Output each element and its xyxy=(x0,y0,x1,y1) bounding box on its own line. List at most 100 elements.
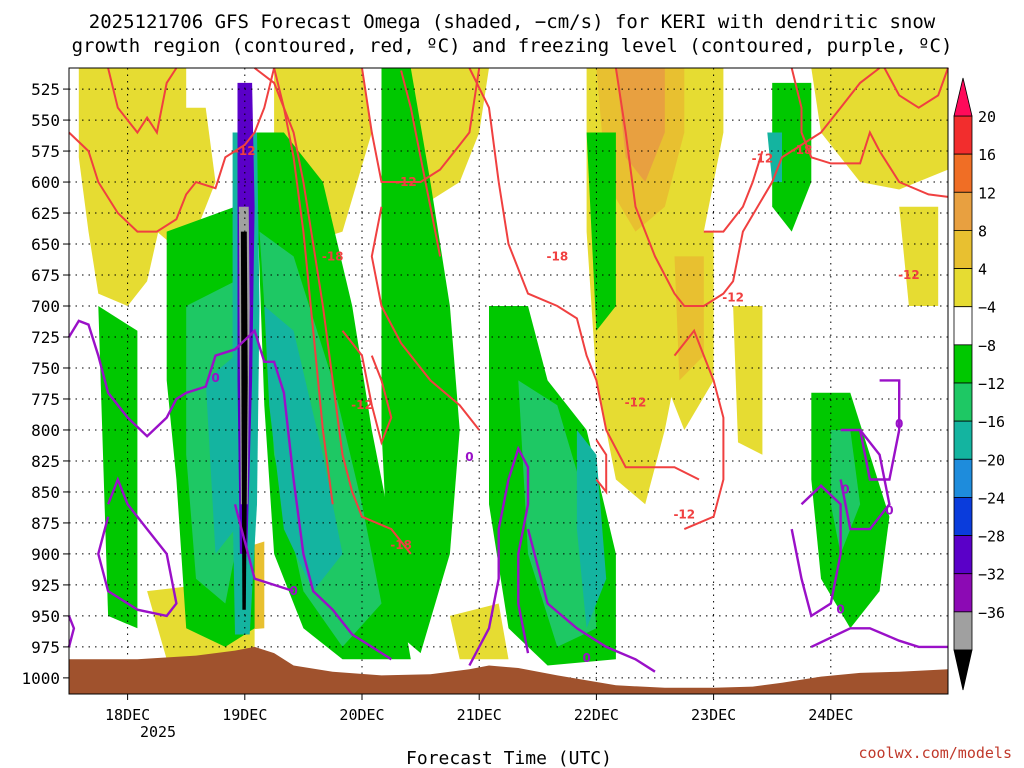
colorbar-label-9: −20 xyxy=(978,451,1005,469)
dgz-contour-label-10: -18 xyxy=(791,143,813,157)
plot-frame xyxy=(68,67,949,695)
chart-title-line-2: growth region (contoured, red, ºC) and f… xyxy=(72,35,953,57)
colorbar-band-8 xyxy=(953,420,973,460)
y-tick-label-775: 775 xyxy=(31,390,60,409)
freezing-level-contours xyxy=(67,319,948,673)
x-axis-label: Forecast Time (UTC) xyxy=(406,748,612,768)
dgz-contour-3 xyxy=(273,67,334,505)
y-tick-label-950: 950 xyxy=(31,607,60,626)
dgz-contour-2 xyxy=(253,67,412,555)
colorbar-label-10: −24 xyxy=(978,489,1005,507)
y-tick-label-700: 700 xyxy=(31,297,60,316)
colorbar-band-7 xyxy=(953,382,973,422)
dgz-contour-label-8: -12 xyxy=(673,507,695,521)
colorbar-band-12 xyxy=(953,573,973,613)
freezing-contour-6 xyxy=(810,627,948,649)
x-tick-label-5: 23DEC xyxy=(691,706,736,724)
colorbar-label-2: 12 xyxy=(978,184,996,202)
dgz-contour-label-1: -12 xyxy=(395,175,417,189)
y-tick-label-575: 575 xyxy=(31,142,60,161)
y-tick-label-525: 525 xyxy=(31,80,60,99)
freezing-contour-3 xyxy=(233,503,294,593)
time-axis: 18DEC 19DEC 20DEC 21DEC 22DEC 23DEC 24DEC xyxy=(105,694,853,724)
y-tick-label-550: 550 xyxy=(31,111,60,130)
y-tick-label-625: 625 xyxy=(31,204,60,223)
y-tick-label-725: 725 xyxy=(31,328,60,347)
colorbar-band-3 xyxy=(953,230,973,269)
dgz-contour-8 xyxy=(468,67,700,481)
x-sub-label: 2025 xyxy=(140,723,176,741)
colorbar-label-11: −28 xyxy=(978,528,1005,546)
freezing-contour-5 xyxy=(526,528,656,673)
freezing-contour-1 xyxy=(97,476,178,618)
y-tick-label-675: 675 xyxy=(31,266,60,285)
chart-title-line-1: 2025121706 GFS Forecast Omega (shaded, −… xyxy=(89,11,936,33)
freezing-contour-2 xyxy=(67,615,76,648)
omega-shaded-region-34 xyxy=(240,231,248,610)
dgz-contour-6 xyxy=(370,206,480,431)
x-tick-label-0: 18DEC xyxy=(105,706,150,724)
freezing-contour-label-1: 0 xyxy=(289,584,297,598)
omega-shaded-region-30 xyxy=(830,430,861,554)
colorbar-band-6 xyxy=(953,344,973,384)
plot-area: -12 -12 -18 -12 -18 -12 -18 -12 -12 -12 -18 -12 0 0 0 0… xyxy=(67,67,949,695)
freezing-contour-label-7: 0 xyxy=(895,417,903,431)
omega-shaded-region-21 xyxy=(381,68,460,654)
dgz-contour-1 xyxy=(107,67,178,136)
colorbar-bottom-arrow xyxy=(953,649,973,691)
y-tick-label-800: 800 xyxy=(31,421,60,440)
colorbar-top-arrow xyxy=(953,77,973,117)
colorbar-label-0: 20 xyxy=(978,108,996,126)
colorbar-band-5 xyxy=(953,306,973,346)
colorbar-band-9 xyxy=(953,458,973,498)
colorbar-label-7: −12 xyxy=(978,375,1005,393)
dgz-contour-label-3: -12 xyxy=(351,398,373,412)
freezing-contour-label-3: 0 xyxy=(582,651,590,665)
omega-shaded-region-9 xyxy=(811,68,948,190)
x-tick-label-2: 20DEC xyxy=(339,706,384,724)
freezing-contour-label-5: 0 xyxy=(885,504,893,518)
freezing-contour-7 xyxy=(790,484,842,618)
colorbar-band-11 xyxy=(953,535,973,575)
omega-shaded-region-25 xyxy=(576,430,607,629)
terrain-layer xyxy=(69,646,948,694)
dgz-contour-label-11: -12 xyxy=(898,268,920,282)
terrain-surface xyxy=(69,646,948,694)
dgz-contour-7 xyxy=(400,70,442,257)
x-tick-label-6: 24DEC xyxy=(808,706,853,724)
y-tick-label-750: 750 xyxy=(31,359,60,378)
pressure-axis: 525 550 575 600 625 650 675 700 725 750 775 800 825 8… xyxy=(21,80,69,688)
colorbar-band-1 xyxy=(953,153,973,193)
dgz-contour-4 xyxy=(341,330,393,446)
dgz-contour-10 xyxy=(673,328,725,531)
colorbar-band-10 xyxy=(953,497,973,536)
y-tick-label-900: 900 xyxy=(31,545,60,564)
colorbar-label-12: −32 xyxy=(978,566,1005,584)
omega-shading-layer xyxy=(78,68,948,666)
freezing-contour-9 xyxy=(858,379,901,481)
dgz-contour-label-9: -12 xyxy=(752,151,774,165)
freezing-contour-4 xyxy=(468,445,530,667)
dgz-contour-label-7: -12 xyxy=(722,290,744,304)
dgz-contour-13 xyxy=(883,67,949,109)
omega-shaded-region-1 xyxy=(147,107,216,257)
dgz-contour-label-4: -18 xyxy=(390,538,412,552)
x-tick-label-4: 22DEC xyxy=(574,706,619,724)
contour-labels: -12 -12 -18 -12 -18 -12 -18 -12 -12 -12 -18 -12 0 0 0 0… xyxy=(211,143,919,665)
colorbar-band-13 xyxy=(953,611,973,651)
omega-shaded-region-10 xyxy=(899,206,939,306)
freezing-contour-label-6: 0 xyxy=(841,482,849,496)
dgz-contour-5 xyxy=(361,67,481,183)
omega-shaded-region-24 xyxy=(518,380,597,647)
x-tick-label-3: 21DEC xyxy=(457,706,502,724)
colorbar-label-13: −36 xyxy=(978,604,1005,622)
y-tick-label-600: 600 xyxy=(31,173,60,192)
colorbar-label-3: 8 xyxy=(978,222,987,240)
dgz-contour-0 xyxy=(68,67,276,233)
dgz-contour-14 xyxy=(595,439,608,495)
colorbar-band-4 xyxy=(953,268,973,308)
colorbar: 20 16 12 8 4 −4 −8 −12 −16 −20 −24 −28 −32 −36 xyxy=(953,77,1005,691)
colorbar-label-1: 16 xyxy=(978,146,996,164)
credit-text: coolwx.com/models xyxy=(858,744,1012,762)
y-tick-label-975: 975 xyxy=(31,638,60,657)
